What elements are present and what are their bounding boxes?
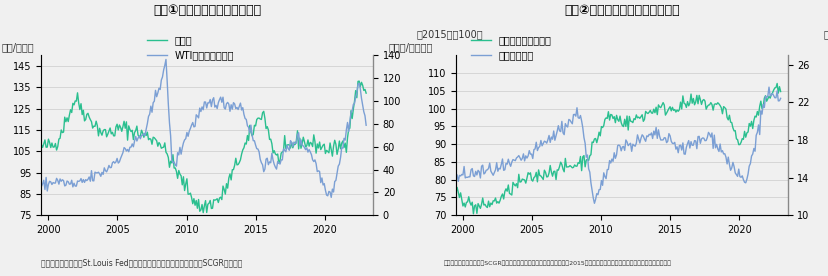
Text: （2015年＝100）: （2015年＝100）: [416, 29, 482, 39]
Text: （円/ドル）: （円/ドル）: [2, 42, 34, 52]
Text: （出所：経済産業省よりSCGR作成）　（注）経済産業省『通商白書（2015年）』の計算方法に従って、輸出財生産能力指数を: （出所：経済産業省よりSCGR作成） （注）経済産業省『通商白書（2015年）』…: [443, 260, 671, 266]
Text: （出所：日本銀行、St.Louis Fedより住友商事グローバルリサーチ（SCGR）作成）: （出所：日本銀行、St.Louis Fedより住友商事グローバルリサーチ（SCG…: [41, 258, 243, 267]
Text: （兆円）: （兆円）: [823, 29, 828, 39]
Legend: ドル円, WTI原油価格（右）: ドル円, WTI原油価格（右）: [143, 31, 238, 64]
Text: （ドル/バレル）: （ドル/バレル）: [388, 42, 432, 52]
Title: 図表①　ドル円相場と原油価格: 図表① ドル円相場と原油価格: [153, 4, 261, 17]
Title: 図表②　輸出額と輸出財生産能力: 図表② 輸出額と輸出財生産能力: [563, 4, 679, 17]
Legend: 輸出財生産能力指数, 輸出額（右）: 輸出財生産能力指数, 輸出額（右）: [467, 31, 555, 64]
